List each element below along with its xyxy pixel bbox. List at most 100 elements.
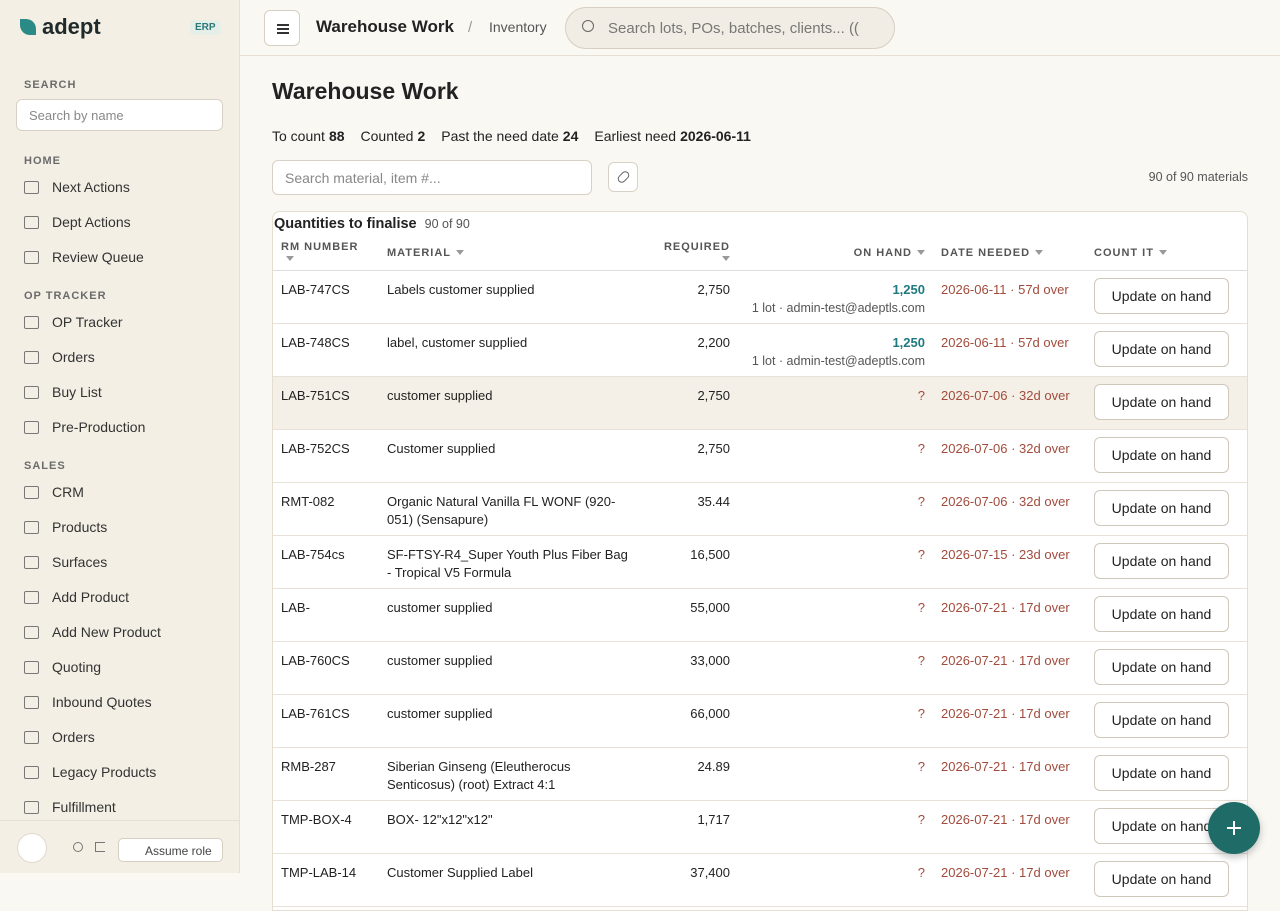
required: 2,750	[643, 270, 738, 324]
on-hand: ?	[738, 694, 933, 748]
table-row: TMP-BOX-4 BOX- 12"x12"x12" 1,717? 2026-07-2…	[273, 800, 1247, 854]
count-cell: Update on hand	[1086, 694, 1247, 748]
nav-label: Add New Product	[52, 624, 161, 640]
nav-item[interactable]: Orders	[24, 729, 95, 745]
nav-item[interactable]: Fulfillment	[24, 799, 116, 815]
on-hand: ?	[738, 588, 933, 642]
section-label: SALES	[24, 460, 66, 472]
on-hand: ?	[738, 535, 933, 589]
nav-item[interactable]: Dept Actions	[24, 214, 131, 230]
stat-value: 2	[417, 128, 426, 144]
on-hand-value: ?	[917, 705, 925, 721]
date-needed: 2026-07-21 · 17d over	[933, 853, 1086, 907]
stat: Past the need date 24	[441, 128, 578, 144]
stat-value: 2026-06-11	[680, 128, 751, 144]
update-button[interactable]: Update on hand	[1094, 595, 1229, 632]
menu-button[interactable]	[264, 10, 300, 46]
on-hand: ?	[738, 641, 933, 695]
nav-item[interactable]: Add New Product	[24, 624, 161, 640]
nav-item[interactable]: Quoting	[24, 659, 101, 675]
table-row: LAB-748CS label, customer supplied 2,200 1,…	[273, 323, 1247, 377]
column-header[interactable]: REQUIRED	[643, 236, 738, 271]
date-needed: 2026-07-15 · 23d over	[933, 535, 1086, 589]
stat: Earliest need 2026-06-11	[594, 128, 751, 144]
update-button[interactable]: Update on hand	[1094, 754, 1229, 791]
update-button[interactable]: Update on hand	[1094, 542, 1229, 579]
add-button[interactable]	[1208, 802, 1260, 854]
on-hand: ?	[738, 800, 933, 854]
on-hand: ?	[738, 482, 933, 536]
nav-label: Products	[52, 519, 108, 535]
assume-role-button[interactable]: Assume role	[118, 838, 223, 862]
update-button[interactable]: Update on hand	[1094, 436, 1229, 473]
column-header[interactable]: RM NUMBER	[273, 236, 379, 271]
required: 2,750	[643, 376, 738, 430]
nav-item[interactable]: Review Queue	[24, 249, 144, 265]
nav-item[interactable]: Surfaces	[24, 554, 107, 570]
table: RM NUMBER MATERIAL REQUIRED ON HAND DATE NEE…	[273, 236, 1247, 907]
heading: Warehouse Work	[272, 78, 459, 104]
logout-icon[interactable]	[95, 842, 105, 852]
rm-number: LAB-754cs	[273, 535, 379, 589]
stat-label: Past the need date	[441, 128, 559, 144]
table-row: LAB-751CS customer supplied 2,750? 2026-07-…	[273, 376, 1247, 430]
update-button[interactable]: Update on hand	[1094, 648, 1229, 685]
update-button[interactable]: Update on hand	[1094, 277, 1229, 314]
on-hand-value: ?	[917, 599, 925, 615]
table-row: LAB-754cs SF-FTSY-R4_Super Youth Plus Fib…	[273, 535, 1247, 589]
required: 1,717	[643, 800, 738, 854]
nav-icon	[24, 485, 39, 499]
nav-icon	[24, 420, 39, 434]
sort-icon	[456, 249, 465, 259]
nav-label: Buy List	[52, 384, 102, 400]
update-button[interactable]: Update on hand	[1094, 807, 1229, 844]
sidebar-footer: Assume role	[0, 820, 239, 873]
count-cell: Update on hand	[1086, 747, 1247, 801]
nav-item[interactable]: CRM	[24, 484, 84, 500]
on-hand-value: ?	[917, 758, 925, 774]
avatar[interactable]	[17, 833, 47, 863]
sidebar-search[interactable]: Search by name	[16, 99, 223, 131]
page-title: Warehouse Work	[316, 17, 454, 36]
rm-number: RMT-082	[273, 482, 379, 536]
nav-item[interactable]: Products	[24, 519, 107, 535]
nav-item[interactable]: Next Actions	[24, 179, 130, 195]
settings-icon[interactable]	[73, 842, 83, 852]
filter-input[interactable]: Search material, item #...	[272, 160, 592, 195]
table-row: LAB-760CS customer supplied 33,000? 2026-07…	[273, 641, 1247, 695]
nav-item[interactable]: Legacy Products	[24, 764, 156, 780]
column-header[interactable]: DATE NEEDED	[933, 236, 1086, 271]
copy-link-button[interactable]	[608, 162, 638, 192]
table-row: LAB-761CS customer supplied 66,000? 2026-07…	[273, 694, 1247, 748]
nav-label: Review Queue	[52, 249, 144, 265]
column-header[interactable]: COUNT IT	[1086, 236, 1247, 271]
result-count: 90 of 90 materials	[1148, 170, 1248, 184]
count-cell: Update on hand	[1086, 641, 1247, 695]
update-button[interactable]: Update on hand	[1094, 860, 1229, 897]
nav-icon	[24, 350, 39, 364]
nav-item[interactable]: Orders	[24, 349, 95, 365]
column-header[interactable]: MATERIAL	[379, 236, 643, 271]
update-button[interactable]: Update on hand	[1094, 383, 1229, 420]
global-search[interactable]: Search lots, POs, batches, clients... ((	[565, 7, 895, 49]
logo[interactable]: adept	[20, 14, 101, 40]
nav-label: Pre-Production	[52, 419, 146, 435]
update-button[interactable]: Update on hand	[1094, 330, 1229, 367]
table-header: Quantities to finalise 90 of 90	[273, 212, 1247, 236]
update-button[interactable]: Update on hand	[1094, 489, 1229, 526]
update-button[interactable]: Update on hand	[1094, 701, 1229, 738]
nav-item[interactable]: Inbound Quotes	[24, 694, 152, 710]
nav-item[interactable]: Buy List	[24, 384, 102, 400]
breadcrumb[interactable]: Inventory	[489, 19, 547, 35]
nav-item[interactable]: Pre-Production	[24, 419, 145, 435]
nav-label: Quoting	[52, 659, 102, 675]
column-header[interactable]: ON HAND	[738, 236, 933, 271]
material: SF-FTSY-R4_Super Youth Plus Fiber Bag - …	[379, 535, 643, 589]
nav-item[interactable]: Add Product	[24, 589, 129, 605]
rm-number: LAB-752CS	[273, 429, 379, 483]
count-cell: Update on hand	[1086, 429, 1247, 483]
on-hand: ?	[738, 853, 933, 907]
nav-item[interactable]: OP Tracker	[24, 314, 123, 330]
on-hand-value: ?	[917, 864, 925, 880]
count-cell: Update on hand	[1086, 853, 1247, 907]
